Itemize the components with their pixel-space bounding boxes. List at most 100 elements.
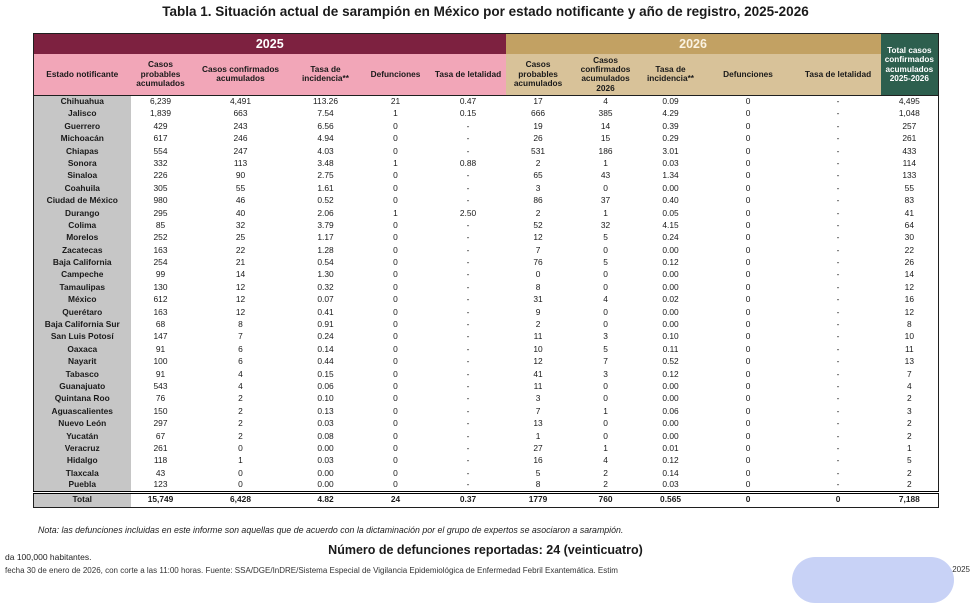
- value-cell: 0.00: [317, 467, 334, 478]
- value-cell: 0.00: [317, 442, 334, 453]
- value-cell: 0: [535, 269, 541, 280]
- value-cell: 99: [155, 269, 166, 280]
- value-cell: 6,239: [150, 96, 171, 107]
- value-cell: 64: [904, 219, 914, 230]
- table-row: Guerrero 429 243 6.56 0 - 19 14 0.39 0 - 257: [33, 120, 939, 133]
- table-row: Nuevo León 297 2 0.03 0 - 13 0 0.00 0 - 2: [33, 417, 939, 431]
- value-cell: 12: [533, 232, 543, 243]
- table-row: Michoacán 617 246 4.94 0 - 26 15 0.29 0 - 261: [33, 132, 939, 146]
- value-cell: 0: [745, 182, 751, 193]
- value-cell: 6.56: [317, 120, 334, 131]
- value-cell: 0.54: [317, 257, 334, 268]
- value-cell: 0: [745, 405, 751, 416]
- col-2025-defunciones: Defunciones: [360, 53, 431, 96]
- value-cell: -: [836, 393, 840, 404]
- state-name-cell: Nuevo León: [33, 417, 131, 431]
- value-cell: 0.12: [662, 368, 679, 379]
- year-2025-band: 2025: [33, 33, 506, 54]
- value-cell: 22: [904, 244, 914, 255]
- value-cell: -: [836, 368, 840, 379]
- value-cell: 0: [393, 418, 398, 429]
- value-cell: 11: [533, 331, 543, 342]
- value-cell: 12: [235, 306, 246, 317]
- value-cell: 31: [533, 294, 543, 305]
- value-cell: 0.00: [662, 269, 679, 280]
- value-cell: -: [836, 331, 840, 342]
- value-cell: 1.34: [662, 170, 679, 181]
- source-footnote: fecha 30 de enero de 2026, con corte a l…: [5, 566, 618, 575]
- value-cell: 43: [600, 170, 611, 181]
- table-body: Chihuahua 6,239 4,491 113.26 21 0.47 17 4 0.09 0-…: [33, 95, 939, 507]
- col-2025-letalidad: Tasa de letalidad: [430, 53, 506, 96]
- value-cell: 2: [906, 393, 912, 404]
- state-name-cell: Quintana Roo: [33, 392, 131, 406]
- state-name-cell: Baja California: [33, 256, 131, 269]
- value-cell: 4.82: [290, 490, 361, 507]
- value-cell: 37: [600, 195, 611, 206]
- value-cell: -: [466, 343, 470, 354]
- col-2026-incidencia: Tasa de incidencia**: [640, 53, 701, 96]
- value-cell: 7: [535, 405, 541, 416]
- value-cell: -: [466, 294, 470, 305]
- value-cell: -: [836, 207, 840, 218]
- value-cell: 0: [745, 467, 751, 478]
- value-cell: 0: [393, 343, 398, 354]
- value-cell: 0: [393, 393, 398, 404]
- value-cell: 0: [745, 133, 751, 144]
- value-cell: 9: [535, 306, 541, 317]
- value-cell: 433: [902, 145, 917, 156]
- table-row: San Luis Potosí 147 7 0.24 0 - 11 3 0.10 0 - 10: [33, 330, 939, 344]
- value-cell: 12: [235, 281, 246, 292]
- value-cell: 52: [533, 219, 543, 230]
- value-cell: 0: [700, 490, 796, 507]
- table-row: Zacatecas 163 22 1.28 0 - 7 0 0.00 0 - 22: [33, 244, 939, 257]
- value-cell: 0.00: [662, 380, 679, 391]
- value-cell: 1: [535, 430, 541, 441]
- value-cell: 67: [155, 430, 166, 441]
- value-cell: 0: [393, 306, 398, 317]
- value-cell: 0.02: [662, 294, 679, 305]
- value-cell: 295: [153, 207, 168, 218]
- rate-footnote: da 100,000 habitantes.: [5, 552, 92, 562]
- value-cell: 55: [904, 182, 914, 193]
- value-cell: 0: [745, 380, 751, 391]
- value-cell: 261: [902, 133, 917, 144]
- value-cell: 3.79: [317, 219, 334, 230]
- state-name-cell: Chiapas: [33, 145, 131, 158]
- value-cell: -: [836, 157, 840, 168]
- state-name-cell: Zacatecas: [33, 244, 131, 257]
- value-cell: 0: [393, 120, 398, 131]
- value-cell: 55: [235, 182, 246, 193]
- value-cell: 0.00: [662, 430, 679, 441]
- table-row: Puebla 123 0 0.00 0 - 8 2 0.03 0 - 2: [33, 479, 939, 492]
- state-name-cell: Aguascalientes: [33, 405, 131, 418]
- value-cell: 1: [906, 442, 912, 453]
- value-cell: 0: [603, 281, 608, 292]
- value-cell: -: [466, 430, 470, 441]
- value-cell: 7.54: [317, 108, 334, 119]
- value-cell: 147: [153, 331, 168, 342]
- value-cell: -: [836, 96, 840, 107]
- value-cell: 0: [393, 281, 398, 292]
- value-cell: 0.15: [317, 368, 334, 379]
- value-cell: 0: [745, 232, 751, 243]
- value-cell: 3.01: [662, 145, 679, 156]
- value-cell: 297: [153, 418, 168, 429]
- value-cell: 1,048: [898, 108, 920, 119]
- value-cell: 6: [238, 343, 243, 354]
- value-cell: 0: [745, 269, 751, 280]
- column-header-row: Estado notificante Casos probables acumu…: [33, 53, 939, 96]
- value-cell: 2: [906, 418, 912, 429]
- value-cell: 429: [153, 120, 168, 131]
- value-cell: -: [836, 467, 840, 478]
- value-cell: 8: [906, 319, 912, 330]
- value-cell: 83: [904, 195, 914, 206]
- value-cell: -: [466, 219, 470, 230]
- state-name-cell: Puebla: [33, 479, 131, 492]
- value-cell: 4.15: [662, 219, 679, 230]
- value-cell: 4: [238, 368, 243, 379]
- value-cell: 4: [603, 455, 608, 466]
- value-cell: 26: [533, 133, 543, 144]
- value-cell: 254: [153, 257, 168, 268]
- value-cell: 133: [902, 170, 917, 181]
